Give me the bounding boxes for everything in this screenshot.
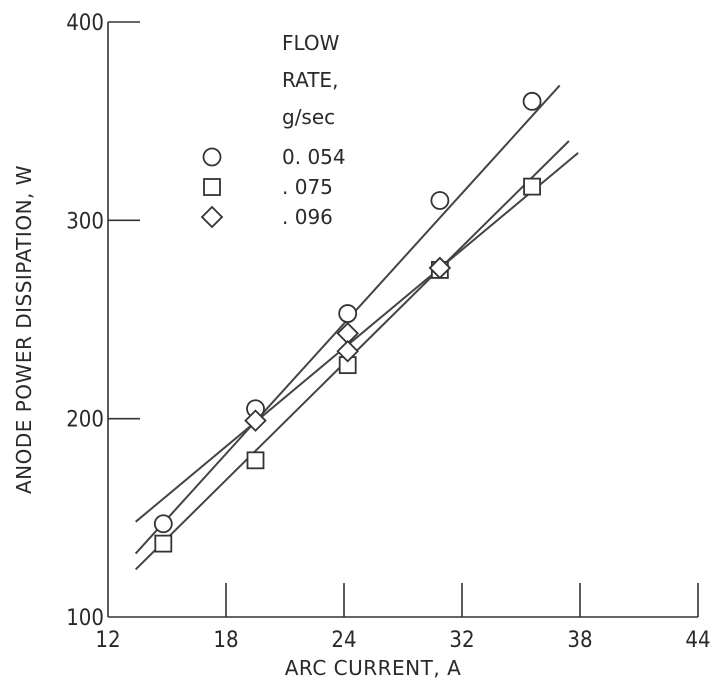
diamond-marker bbox=[428, 256, 452, 280]
x-tick-label: 32 bbox=[449, 628, 474, 653]
circle-marker bbox=[430, 191, 450, 210]
circle-marker bbox=[338, 304, 358, 323]
square-marker bbox=[154, 534, 173, 553]
circle-marker bbox=[522, 91, 542, 111]
legend-circle-icon bbox=[202, 147, 222, 167]
x-tick-label: 24 bbox=[331, 628, 356, 653]
diamond-marker bbox=[244, 409, 267, 432]
y-tick-label: 300 bbox=[66, 209, 104, 234]
legend-diamond-icon bbox=[200, 205, 224, 229]
y-tick-label: 100 bbox=[66, 606, 104, 631]
y-axis-title: ANODE POWER DISSIPATION, W bbox=[12, 165, 36, 494]
x-tick-label: 44 bbox=[685, 628, 710, 653]
legend-square-icon bbox=[203, 178, 221, 196]
fit-lines bbox=[134, 84, 579, 571]
axes bbox=[107, 22, 698, 618]
x-tick-label: 12 bbox=[95, 628, 120, 653]
data-markers bbox=[153, 91, 542, 553]
x-tick-label: 18 bbox=[213, 628, 238, 653]
square-marker bbox=[523, 177, 541, 196]
legend-entries: 0. 054 . 075 . 096 bbox=[200, 145, 346, 229]
legend-label: 0. 054 bbox=[282, 145, 346, 169]
y-tick-label: 200 bbox=[66, 408, 104, 433]
legend-title-line-2: RATE, bbox=[282, 68, 338, 92]
fit-line-diamond bbox=[135, 152, 579, 523]
diamond-marker bbox=[336, 339, 359, 363]
legend-label: . 096 bbox=[282, 205, 333, 229]
x-ticks: 12 18 24 32 38 44 bbox=[95, 583, 711, 653]
x-tick-label: 38 bbox=[567, 628, 592, 653]
x-axis-title: ARC CURRENT, A bbox=[285, 656, 462, 680]
circle-marker bbox=[153, 514, 173, 534]
square-marker bbox=[246, 451, 265, 470]
legend-title-line-3: g/sec bbox=[282, 105, 335, 129]
legend-label: . 075 bbox=[282, 175, 333, 199]
y-ticks: 100 200 300 400 bbox=[66, 11, 140, 631]
y-tick-label: 400 bbox=[66, 11, 104, 36]
legend-title-line-1: FLOW bbox=[282, 31, 340, 55]
legend: FLOW RATE, g/sec 0. 054 . 075 . 096 bbox=[200, 31, 346, 229]
